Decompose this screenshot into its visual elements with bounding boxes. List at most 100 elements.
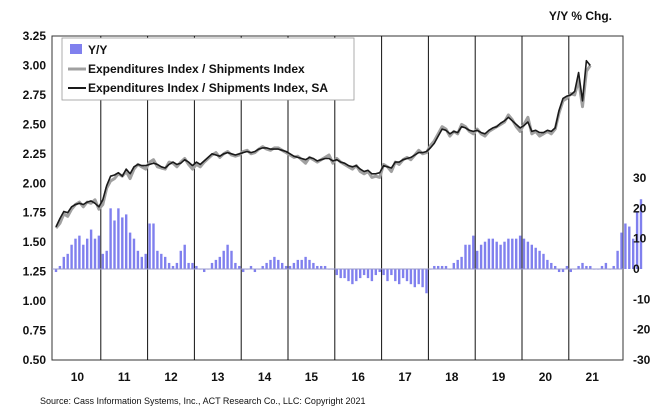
yoy-bar <box>589 265 592 269</box>
right-tick-label: 30 <box>633 171 647 185</box>
yoy-bar <box>238 265 241 269</box>
yoy-bar <box>148 223 151 269</box>
left-tick-label: 2.75 <box>23 88 47 102</box>
yoy-bar <box>628 226 631 269</box>
legend: Y/Y Expenditures Index / Shipments Index… <box>61 37 355 101</box>
yoy-bar <box>526 241 530 269</box>
yoy-bar <box>362 269 366 276</box>
left-tick-label: 2.50 <box>23 117 47 131</box>
yoy-bar <box>97 235 101 269</box>
yoy-bar <box>222 250 225 269</box>
yoy-bar <box>503 241 506 269</box>
x-tick-label: 16 <box>352 370 366 384</box>
index-lines <box>54 59 592 229</box>
yoy-bar <box>105 250 108 269</box>
yoy-bar <box>499 244 502 269</box>
yoy-bar <box>101 253 104 269</box>
yoy-bar <box>277 259 280 269</box>
yoy-bar <box>351 269 354 285</box>
yoy-bar <box>242 269 245 273</box>
yoy-bar <box>234 262 237 269</box>
yoy-bar <box>312 262 315 269</box>
yoy-bar <box>370 269 374 282</box>
yoy-bar <box>581 262 584 269</box>
yoy-bar <box>542 253 545 269</box>
yoy-bar <box>347 269 350 282</box>
yoy-bars <box>54 199 643 294</box>
yoy-bar <box>121 217 124 269</box>
yoy-bar <box>191 262 194 269</box>
yoy-bar <box>66 253 69 269</box>
yoy-bar <box>600 265 604 269</box>
x-tick-label: 14 <box>258 370 272 384</box>
yoy-bar <box>339 269 342 279</box>
yoy-bar <box>425 269 428 294</box>
yoy-bar <box>144 253 147 269</box>
yoy-bar <box>125 214 128 269</box>
yoy-bar <box>616 250 619 269</box>
right-axis: 30 20 10 0 -10 -20 -30 <box>633 171 651 367</box>
yoy-bar <box>624 223 627 269</box>
yoy-bar <box>464 244 467 269</box>
yoy-bar <box>437 265 440 269</box>
yoy-bar <box>214 259 218 269</box>
yoy-bar <box>171 265 175 269</box>
yoy-bar <box>249 265 253 269</box>
yoy-bar <box>612 265 615 269</box>
yoy-bar <box>534 247 537 269</box>
yoy-bar <box>261 265 264 269</box>
yoy-bar <box>70 244 73 269</box>
yoy-bar <box>82 244 85 269</box>
yoy-bar <box>359 269 362 279</box>
yoy-bar <box>152 223 155 269</box>
yoy-bar <box>561 269 565 273</box>
yoy-bar <box>164 256 167 269</box>
x-tick-label: 20 <box>539 370 553 384</box>
yoy-bar <box>128 232 132 269</box>
yoy-bar <box>483 241 487 269</box>
yoy-bar <box>476 250 479 269</box>
left-tick-label: 1.00 <box>23 294 47 308</box>
yoy-bar <box>460 256 463 269</box>
yoy-bar <box>320 265 323 269</box>
yoy-bar <box>308 259 311 269</box>
yoy-bar <box>479 244 483 269</box>
yoy-bar <box>288 265 292 269</box>
left-axis: 3.25 3.00 2.75 2.50 2.25 2.00 1.75 1.50 1.25 1.00… <box>23 29 47 367</box>
yoy-bar <box>538 250 541 269</box>
yoy-bar <box>522 238 526 269</box>
yoy-bar <box>273 256 276 269</box>
legend-label-yoy: Y/Y <box>88 43 107 57</box>
yoy-bar <box>421 269 424 288</box>
yoy-bar <box>160 253 163 269</box>
yoy-bar <box>343 269 346 279</box>
yoy-bar <box>113 220 116 269</box>
yoy-bar <box>398 269 401 285</box>
yoy-bar <box>405 269 409 282</box>
yoy-bar <box>401 269 405 279</box>
legend-swatch-yoy <box>70 44 82 54</box>
yoy-bar <box>93 238 97 269</box>
x-tick-label: 11 <box>118 370 131 384</box>
yoy-bar <box>136 250 140 269</box>
yoy-bar <box>511 238 514 269</box>
left-tick-label: 2.00 <box>23 176 47 190</box>
yoy-bar <box>620 232 623 269</box>
yoy-bar <box>167 262 171 269</box>
yoy-bar <box>390 269 393 276</box>
yoy-bar <box>366 269 370 279</box>
yoy-bar <box>507 238 510 269</box>
yoy-bar <box>456 259 459 269</box>
yoy-bar <box>78 235 81 269</box>
yoy-bar <box>632 238 635 269</box>
yoy-bar <box>487 238 491 269</box>
yoy-bar <box>132 238 136 269</box>
yoy-bar <box>54 269 58 273</box>
yoy-bar <box>183 244 186 269</box>
yoy-bar <box>413 269 416 288</box>
legend-label-index-sa: Expenditures Index / Shipments Index, SA <box>88 81 328 95</box>
yoy-bar <box>557 269 561 273</box>
yoy-bar <box>156 250 159 269</box>
x-tick-label: 12 <box>164 370 178 384</box>
yoy-bar <box>195 265 198 269</box>
